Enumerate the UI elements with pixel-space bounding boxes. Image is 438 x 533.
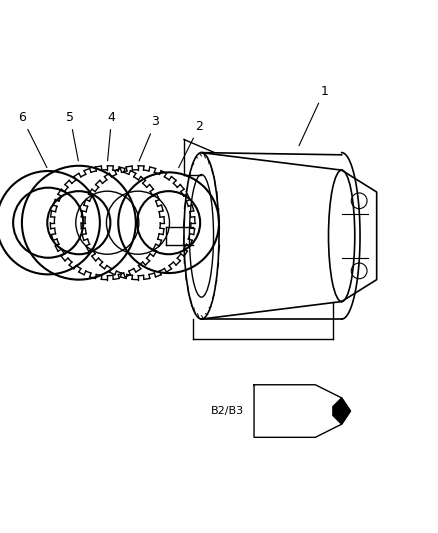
Text: 1: 1	[299, 85, 328, 146]
Text: 5: 5	[66, 111, 78, 161]
Text: 6: 6	[18, 111, 47, 168]
Polygon shape	[333, 398, 350, 424]
Text: 2: 2	[179, 120, 203, 168]
Text: 4: 4	[108, 111, 116, 161]
Text: 3: 3	[139, 116, 159, 161]
Text: B2/B3: B2/B3	[211, 406, 244, 416]
